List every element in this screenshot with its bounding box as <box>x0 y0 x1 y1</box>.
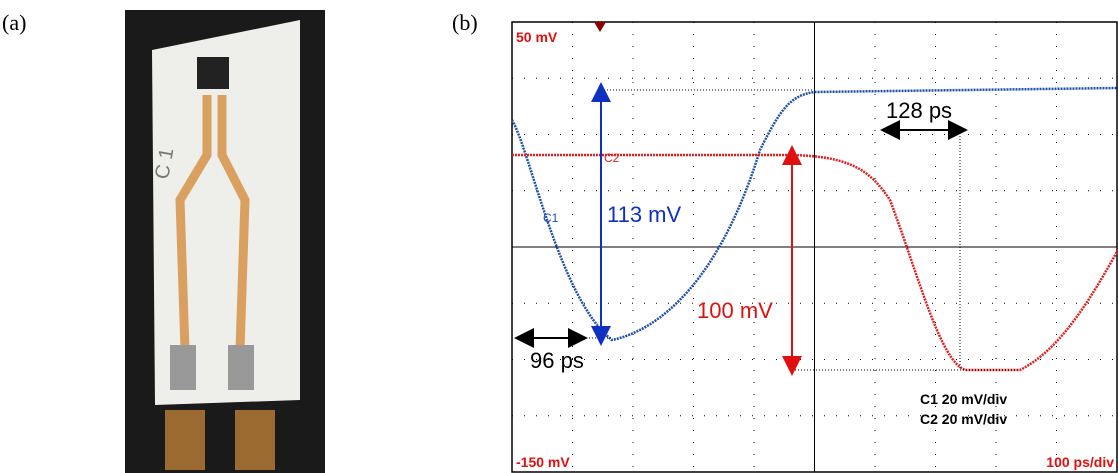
trace-strip <box>175 95 212 351</box>
sma-connector <box>165 410 205 470</box>
photo: C 1 <box>125 10 325 473</box>
panel-label: (b) <box>452 10 478 35</box>
scale-label: 50 mV <box>516 29 558 45</box>
panel-label: (a) <box>2 10 26 35</box>
timebase-label: 100 ps/div <box>1046 454 1114 470</box>
channel-setting: C1 20 mV/div <box>920 391 1007 407</box>
channel-setting: C2 20 mV/div <box>920 411 1007 427</box>
sma-connector <box>235 410 275 470</box>
trace-strip <box>217 95 250 351</box>
trace-label: C2 <box>604 151 620 165</box>
board <box>152 20 300 405</box>
scale-label: -150 mV <box>516 454 570 470</box>
chip <box>197 57 229 89</box>
connector-pad <box>228 345 254 390</box>
scope-screen <box>511 21 1118 473</box>
annotation: 113 mV <box>607 202 682 227</box>
trace-label: C1 <box>543 211 559 225</box>
connector-pad <box>170 345 196 390</box>
annotation: 128 ps <box>886 98 952 123</box>
trigger-marker <box>594 22 606 32</box>
trace-c2 <box>512 153 1118 372</box>
handwriting: C 1 <box>151 146 178 180</box>
annotation: 96 ps <box>530 348 584 373</box>
trace-c1 <box>510 86 1118 342</box>
annotation: 100 mV <box>697 298 773 323</box>
